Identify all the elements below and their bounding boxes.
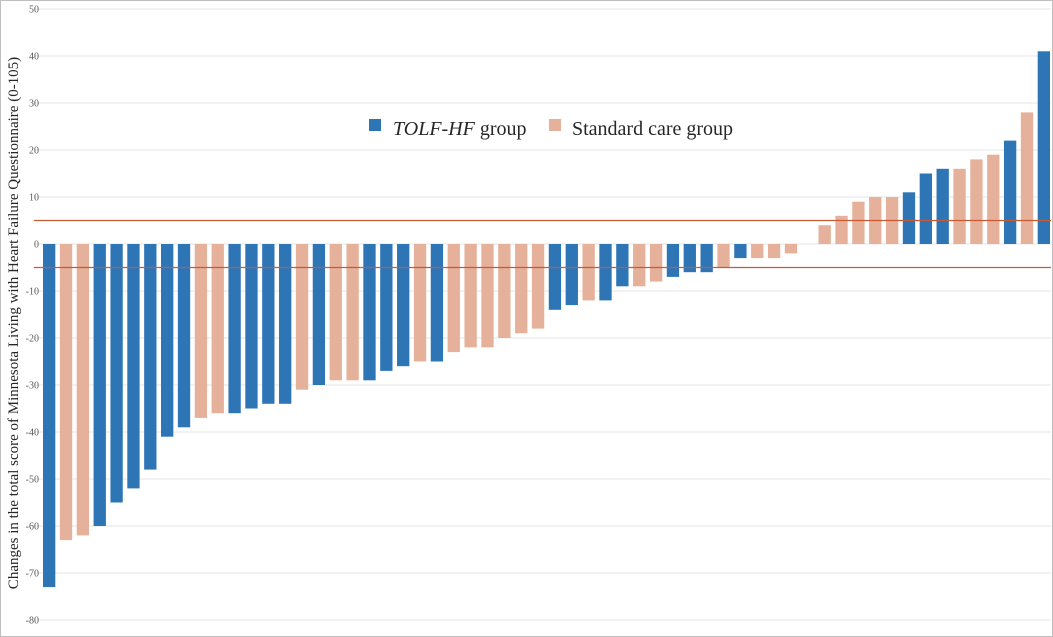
bar-standard xyxy=(329,244,342,381)
y-tick-label: -10 xyxy=(26,287,39,298)
bar-standard xyxy=(649,244,663,282)
bar-standard xyxy=(953,168,966,244)
y-axis-ticks: 50 40 30 20 10 0 -10 -20 -30 -40 -50 -60 -70 -80 xyxy=(26,5,39,627)
bar-standard xyxy=(515,244,528,334)
bar-tolf xyxy=(599,244,612,301)
bar-tolf xyxy=(363,244,376,381)
bar-standard xyxy=(346,244,359,381)
legend: TOLF-HF group Standard care group xyxy=(369,118,733,140)
bar-tolf xyxy=(397,244,410,367)
bar-standard xyxy=(59,244,73,541)
legend-swatch-standard xyxy=(549,119,561,131)
bar-standard xyxy=(970,159,983,244)
y-tick-label: 50 xyxy=(29,5,39,16)
bar-standard xyxy=(295,244,309,390)
bar-tolf xyxy=(700,244,713,273)
bar-tolf xyxy=(666,244,680,277)
bar-tolf xyxy=(127,244,140,489)
bar-tolf xyxy=(110,244,123,503)
bar-tolf xyxy=(902,192,916,244)
y-tick-label: -30 xyxy=(26,381,39,392)
bar-tolf xyxy=(144,244,157,470)
bar-tolf xyxy=(565,244,578,306)
bar-standard xyxy=(633,244,646,287)
bar-standard xyxy=(987,154,1000,244)
bar-standard xyxy=(194,244,208,418)
y-axis-label: Changes in the total score of Minnesota … xyxy=(6,57,22,589)
bar-tolf xyxy=(177,244,191,428)
bar-standard xyxy=(582,244,595,301)
bars xyxy=(43,51,1050,588)
bar-tolf xyxy=(312,244,326,385)
y-tick-label: -40 xyxy=(26,428,39,439)
bar-standard xyxy=(835,215,848,244)
bar-tolf xyxy=(734,244,747,259)
bar-standard xyxy=(447,244,460,353)
bar-standard xyxy=(211,244,224,414)
y-tick-label: -70 xyxy=(26,569,39,580)
y-tick-label: -60 xyxy=(26,522,39,533)
bar-tolf xyxy=(616,244,629,287)
bar-standard xyxy=(767,244,781,259)
y-tick-label: -50 xyxy=(26,475,39,486)
bar-standard xyxy=(464,244,477,348)
y-tick-label: -80 xyxy=(26,616,39,627)
bar-standard xyxy=(413,244,427,362)
bar-tolf xyxy=(228,244,241,414)
legend-label-standard: Standard care group xyxy=(572,118,733,140)
bar-tolf xyxy=(93,244,106,526)
bar-tolf xyxy=(430,244,444,362)
bar-standard xyxy=(751,244,764,259)
bar-tolf xyxy=(279,244,292,404)
bar-tolf xyxy=(548,244,562,310)
y-tick-label: 40 xyxy=(29,52,39,63)
bar-standard xyxy=(531,244,545,329)
bar-standard xyxy=(1020,112,1034,245)
bar-tolf xyxy=(683,244,696,273)
y-tick-label: 0 xyxy=(34,240,39,251)
y-tick-label: 20 xyxy=(29,146,39,157)
bar-tolf xyxy=(262,244,275,404)
bar-standard xyxy=(76,244,90,536)
bar-tolf xyxy=(936,168,949,244)
bar-standard xyxy=(784,244,798,254)
bar-standard xyxy=(498,244,511,338)
bar-standard xyxy=(818,225,831,244)
bar-standard xyxy=(852,201,865,244)
bar-tolf xyxy=(380,244,393,371)
y-tick-label: -20 xyxy=(26,334,39,345)
bar-tolf xyxy=(43,244,56,588)
y-tick-label: 30 xyxy=(29,99,39,110)
bar-tolf xyxy=(1003,140,1017,244)
bar-standard xyxy=(481,244,494,348)
bar-tolf xyxy=(1037,51,1050,244)
bar-standard xyxy=(717,244,730,268)
bar-tolf xyxy=(245,244,258,409)
bar-tolf xyxy=(919,173,932,244)
reference-lines xyxy=(34,219,1051,269)
y-tick-label: 10 xyxy=(29,193,39,204)
bar-tolf xyxy=(161,244,174,437)
legend-swatch-tolf xyxy=(369,119,381,131)
legend-label-tolf: TOLF-HF group xyxy=(393,118,527,140)
